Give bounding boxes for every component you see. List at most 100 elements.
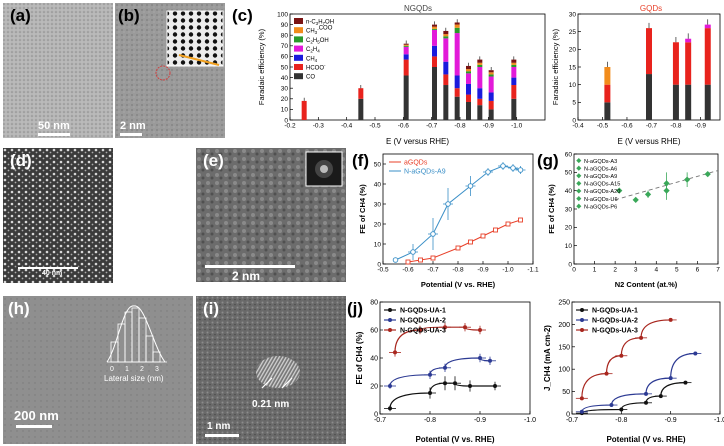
panel-h-histogram	[106, 305, 167, 363]
chart-c-left-bar	[488, 70, 494, 73]
chart-c-legend-swatch	[294, 45, 303, 52]
chart-c-right-xlabel: E (V versus RHE)	[617, 137, 680, 146]
chart-c-left-bar	[443, 74, 449, 86]
chart-c-right-xtick-label: -0.5	[597, 123, 609, 130]
chart-j-left-series-line	[389, 357, 491, 387]
chart-g-point	[704, 171, 711, 178]
chart-j-left-xlabel: Potential (V vs. RHE)	[415, 435, 494, 444]
panel-b-scale-text: 2 nm	[120, 120, 146, 132]
panel-d-scale-text: 40 nm	[42, 270, 63, 277]
chart-c-left-ytick-label: 30	[281, 85, 289, 92]
chart-c-left-bar	[454, 22, 460, 25]
chart-j-right-point	[683, 380, 688, 385]
chart-j: -0.7 -0.8 -0.9 -1.0 0 20 40 60 80 Potential (V vs…	[355, 299, 724, 444]
chart-c-left-bar	[466, 71, 471, 74]
panel-b-texture	[115, 3, 225, 138]
chart-c-left-xtick-label: -0.5	[369, 123, 381, 130]
chart-j-left-xtick-label: -0.7	[374, 417, 386, 424]
chart-j-right-point	[644, 391, 648, 396]
chart-c-left-bar	[403, 75, 409, 120]
panel-h-inset-tick-0: 0	[110, 366, 114, 373]
panel-i-label: (i)	[203, 299, 220, 318]
chart-c-legend-label: CH3-COO	[306, 26, 333, 36]
chart-c-left-ytick-label: 80	[281, 32, 289, 39]
chart-g-legend-marker	[576, 203, 582, 209]
panel-e-label: (e)	[203, 151, 224, 170]
panel-a-texture	[3, 3, 113, 138]
chart-g-point	[632, 196, 639, 203]
chart-c-left-ytick-label: 20	[281, 96, 289, 103]
chart-j-left-legend-marker	[388, 318, 392, 322]
chart-g-ytick-label: 40	[565, 188, 573, 195]
chart-c-right-bar	[704, 84, 711, 120]
panel-h-inset-tick-2: 2	[140, 366, 144, 373]
chart-j-left-legend-label: N-GQDs-UA-3	[400, 328, 446, 335]
chart-g-point	[684, 176, 691, 183]
chart-c-left-ytick-label: 90	[281, 22, 289, 29]
chart-f-xtick-label: -1.1	[527, 267, 539, 274]
chart-c-right-bar	[604, 102, 611, 120]
chart-c-right-xtick-label: -0.9	[695, 123, 707, 130]
chart-c-left-bar	[477, 98, 483, 106]
chart-j-right-legend-marker	[580, 328, 584, 332]
chart-g-legend-marker	[576, 158, 582, 164]
panel-d-scale-bar	[18, 267, 78, 269]
chart-j-right-legend-marker	[580, 308, 584, 312]
chart-g-ytick-label: 0	[568, 261, 572, 268]
chart-f-xtick-label: -0.7	[427, 267, 439, 274]
chart-c-left-xtick-label: -0.3	[313, 123, 325, 130]
chart-c-legend-swatch	[294, 36, 303, 43]
chart-g-xlabel: N2 Content (at.%)	[615, 280, 678, 289]
chart-c-left-bar	[403, 59, 409, 76]
chart-c-legend-swatch	[294, 27, 303, 34]
chart-j-left-point	[418, 328, 422, 332]
chart-f-xtick-label: -0.5	[377, 267, 389, 274]
chart-c-left-ytick-label: 100	[277, 11, 288, 18]
chart-f-xtick-label: -0.9	[477, 267, 489, 274]
chart-c-left-xtick-label: -0.7	[426, 123, 438, 130]
chart-c-left-xtick-label: -0.6	[398, 123, 410, 130]
chart-c-left-bar	[432, 56, 437, 67]
chart-c-left-bar	[466, 69, 471, 72]
chart-j-right-ytick-label: 200	[558, 322, 570, 329]
chart-c-right-ytick-label: 15	[569, 64, 577, 71]
chart-j-left-legend-marker	[388, 308, 392, 312]
chart-c-left-bar	[454, 96, 460, 120]
chart-g-legend-marker	[576, 173, 582, 179]
chart-c-right-bar	[704, 28, 711, 85]
chart-j-left-point	[463, 325, 467, 330]
chart-f-ytick-label: 10	[374, 241, 382, 248]
chart-j-right-xtick-label: -1.0	[714, 417, 724, 424]
chart-f-xtick-label: -1.0	[502, 267, 514, 274]
chart-c-left-bar	[454, 24, 460, 28]
chart-j-left-ytick-label: 20	[370, 383, 378, 390]
panel-d-texture	[3, 148, 113, 283]
chart-j-left-legend-label: N-GQDs-UA-2	[400, 318, 446, 325]
chart-c-left-bar	[443, 34, 449, 37]
chart-c-left-ytick-label: 50	[281, 64, 289, 71]
chart-c-legend-label: C2H4	[306, 47, 320, 54]
chart-j-left-xtick-label: -0.9	[474, 417, 486, 424]
chart-j-right-ytick-label: 0	[566, 411, 570, 418]
chart-c-left-bar	[477, 62, 483, 65]
chart-c-left-bar	[432, 26, 437, 29]
chart-c-left-bar	[477, 105, 483, 120]
chart-j-right-point	[619, 407, 624, 412]
chart-f-point	[493, 227, 498, 233]
chart-c-left-bar	[477, 88, 483, 99]
chart-c-left-bar	[454, 75, 460, 89]
chart-g-point	[644, 191, 652, 198]
panel-h-texture: 0 1 2 3 Lateral size (nm)	[3, 296, 193, 444]
chart-g-ylabel: FE of CH4 (%)	[547, 184, 556, 234]
chart-c-right-bar	[604, 67, 611, 85]
chart-c-left-bar	[443, 61, 449, 75]
chart-f-point	[430, 231, 436, 237]
chart-j-right-point	[668, 376, 673, 381]
chart-j-left-ytick-label: 80	[370, 299, 378, 306]
chart-j-right-frame	[571, 301, 721, 415]
panel-j-label: (j)	[347, 299, 364, 318]
chart-c-left-bar	[488, 92, 494, 101]
panel-h-label: (h)	[8, 299, 30, 318]
chart-c-left-bar	[443, 85, 449, 120]
